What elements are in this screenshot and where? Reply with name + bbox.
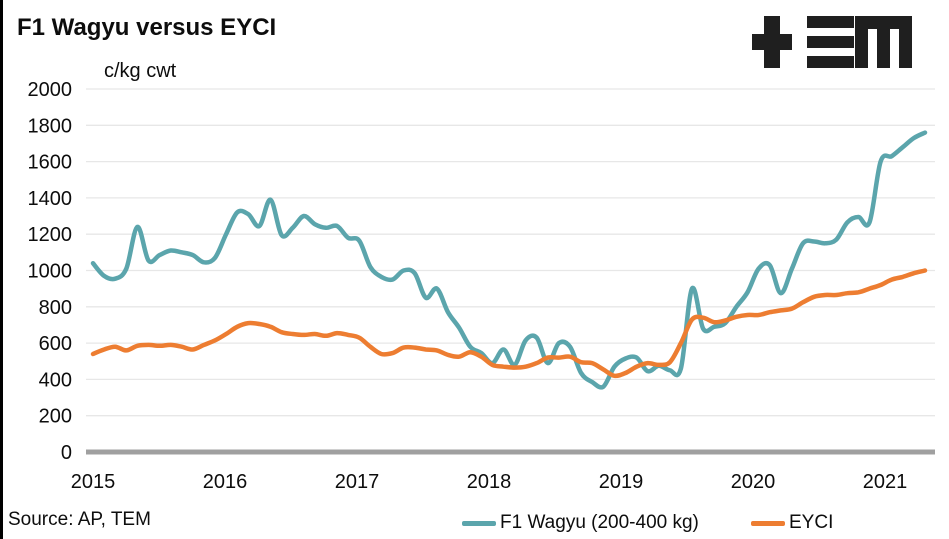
source-note: Source: AP, TEM — [8, 509, 151, 530]
y-tick-label-1800: 1800 — [28, 115, 73, 137]
y-tick-label-800: 800 — [39, 297, 72, 319]
y-tick-label-1400: 1400 — [28, 188, 73, 210]
x-tick-label-2018: 2018 — [467, 471, 512, 493]
y-tick-label-200: 200 — [39, 406, 72, 428]
eyci-legend-swatch — [751, 520, 785, 526]
legend-item-eyci: EYCI — [751, 512, 833, 534]
y-tick-label-1600: 1600 — [28, 152, 73, 174]
x-tick-label-2019: 2019 — [599, 471, 644, 493]
logo-bar-1 — [807, 16, 854, 28]
chart-title: F1 Wagyu versus EYCI — [17, 14, 277, 41]
x-tick-label-2020: 2020 — [731, 471, 776, 493]
x-tick-label-2017: 2017 — [335, 471, 380, 493]
y-tick-label-400: 400 — [39, 369, 72, 391]
wagyu-legend-label: F1 Wagyu (200-400 kg) — [500, 512, 699, 533]
x-tick-label-2016: 2016 — [203, 471, 248, 493]
tem-logo-icon — [752, 16, 912, 68]
series-line-eyci — [90, 268, 928, 379]
logo-bar-3 — [807, 56, 854, 68]
series-line-f1-wagyu — [90, 130, 928, 390]
logo-plus-horizontal — [752, 34, 792, 50]
y-tick-label-1000: 1000 — [28, 261, 73, 283]
eyci-legend-label: EYCI — [789, 512, 834, 533]
logo-bar-2 — [807, 36, 854, 48]
x-tick-label-2021: 2021 — [863, 471, 908, 493]
wagyu-legend-swatch — [462, 520, 496, 526]
logo-m-glyph — [855, 16, 912, 68]
legend-item-wagyu: F1 Wagyu (200-400 kg) — [462, 512, 699, 534]
x-tick-label-2015: 2015 — [71, 471, 116, 493]
y-tick-label-2000: 2000 — [28, 79, 73, 101]
y-axis-unit-label: c/kg cwt — [104, 60, 177, 82]
y-tick-label-1200: 1200 — [28, 224, 73, 246]
window-left-border — [0, 0, 3, 539]
y-tick-label-0: 0 — [61, 442, 72, 464]
y-tick-label-600: 600 — [39, 333, 72, 355]
